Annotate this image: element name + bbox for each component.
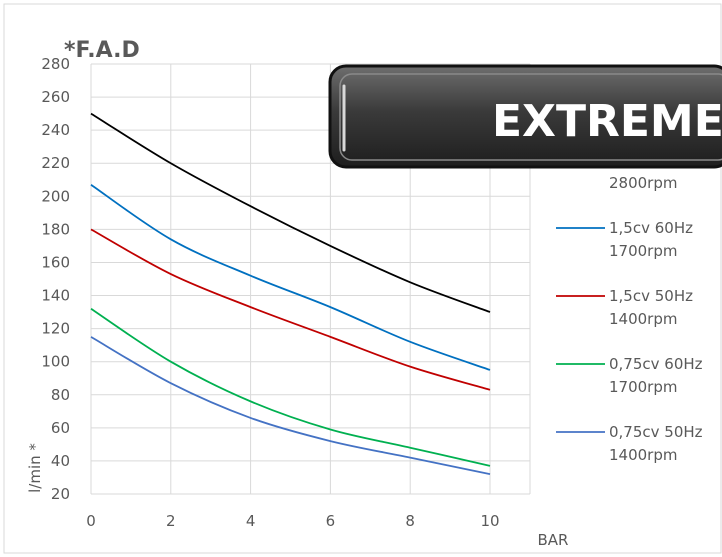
legend-sublabel-1: 1700rpm — [609, 242, 677, 260]
y-axis-title: l/min * — [26, 443, 44, 493]
x-tick-labels: 0 2 4 6 8 10 — [86, 512, 499, 530]
y-tick-label: 240 — [41, 121, 70, 139]
x-tick-label: 8 — [405, 512, 415, 530]
series-line-2 — [90, 228, 491, 391]
x-tick-label: 0 — [86, 512, 96, 530]
x-tick-label: 2 — [166, 512, 176, 530]
series-line-1 — [90, 183, 491, 371]
y-tick-label: 200 — [41, 187, 70, 205]
legend-sublabel-0: 2800rpm — [609, 174, 677, 192]
banner-plate — [328, 64, 722, 169]
series-line-4 — [90, 336, 491, 476]
banner-text: EXTREME — [492, 96, 722, 147]
y-tick-label: 180 — [41, 220, 70, 238]
extreme-banner: EXTREME — [328, 64, 722, 169]
y-tick-label: 280 — [41, 55, 70, 73]
y-tick-label: 100 — [41, 353, 70, 371]
series-lines — [90, 112, 491, 476]
x-tick-label: 4 — [246, 512, 256, 530]
series-line-0 — [90, 112, 491, 313]
legend-sublabel-2: 1400rpm — [609, 310, 677, 328]
chart-title: *F.A.D — [64, 38, 140, 63]
x-tick-label: 10 — [480, 512, 499, 530]
legend: 2,0cv 50Hz2800rpm1,5cv 60Hz1700rpm1,5cv … — [556, 151, 703, 464]
y-tick-label: 160 — [41, 253, 70, 271]
y-tick-label: 60 — [51, 419, 70, 437]
y-tick-labels: 20 40 60 80 100 120 140 160 180 200 220 240 260 280 — [41, 55, 70, 503]
legend-label-2: 1,5cv 50Hz — [609, 287, 693, 305]
y-tick-label: 260 — [41, 88, 70, 106]
legend-label-4: 0,75cv 50Hz — [609, 423, 703, 441]
y-tick-label: 20 — [51, 485, 70, 503]
x-axis-title: BAR — [538, 531, 569, 549]
legend-label-1: 1,5cv 60Hz — [609, 219, 693, 237]
y-tick-label: 80 — [51, 386, 70, 404]
banner-bevel — [339, 73, 722, 161]
y-tick-label: 220 — [41, 154, 70, 172]
series-line-3 — [90, 308, 491, 467]
y-tick-label: 40 — [51, 452, 70, 470]
legend-sublabel-3: 1700rpm — [609, 378, 677, 396]
x-tick-label: 6 — [326, 512, 336, 530]
legend-label-3: 0,75cv 60Hz — [609, 355, 703, 373]
y-tick-label: 140 — [41, 287, 70, 305]
chart-border — [3, 3, 722, 554]
legend-sublabel-4: 1400rpm — [609, 446, 677, 464]
y-tick-label: 120 — [41, 320, 70, 338]
